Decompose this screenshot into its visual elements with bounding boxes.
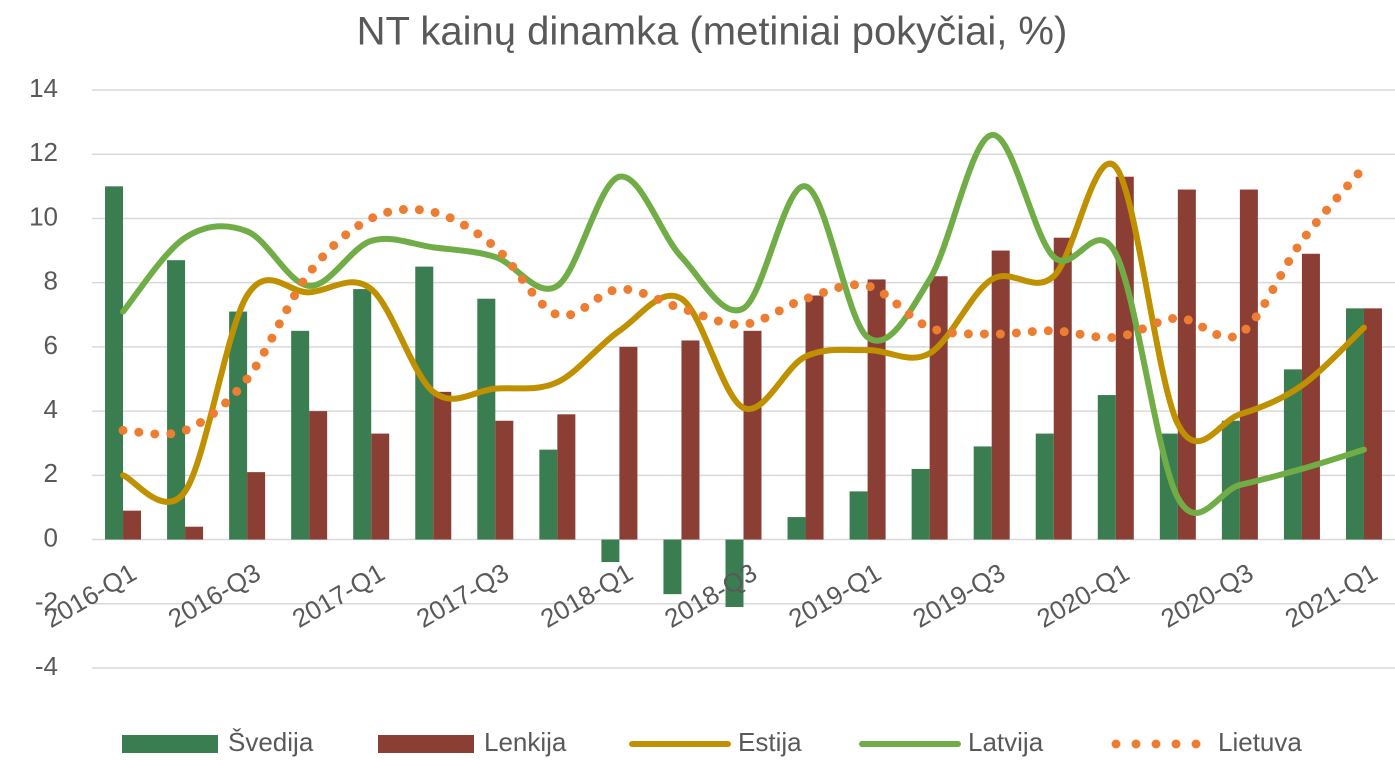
- bar: [1221, 420, 1240, 540]
- x-tick-label: 2020-Q3: [1156, 557, 1259, 634]
- y-tick-label: 8: [44, 266, 58, 296]
- y-tick-label: 6: [44, 330, 58, 360]
- bar: [415, 266, 434, 540]
- bar: [1053, 237, 1072, 540]
- bar: [105, 186, 124, 540]
- x-tick-label: 2020-Q1: [1032, 557, 1135, 634]
- bar: [991, 250, 1010, 540]
- bar: [619, 346, 638, 540]
- bar: [911, 468, 930, 540]
- y-tick-label: 14: [29, 73, 58, 103]
- bar: [1035, 433, 1054, 540]
- y-tick-label: 12: [29, 137, 58, 167]
- x-tick-label: 2017-Q3: [411, 557, 514, 634]
- legend-label: Lenkija: [484, 727, 567, 757]
- bar: [229, 311, 248, 540]
- legend-swatch: [378, 735, 474, 753]
- bar: [557, 414, 576, 540]
- line: [120, 160, 1367, 505]
- x-tick-label: 2019-Q1: [783, 557, 886, 634]
- bar: [973, 446, 992, 540]
- y-tick-label: 2: [44, 458, 58, 488]
- bar: [123, 510, 142, 540]
- bar: [1177, 189, 1196, 540]
- bar: [681, 340, 700, 540]
- bar: [743, 330, 762, 540]
- bar: [539, 449, 558, 540]
- bar: [247, 472, 266, 540]
- bar: [477, 298, 496, 540]
- line: [120, 131, 1367, 516]
- legend-label: Lietuva: [1218, 727, 1302, 757]
- x-tick-label: 2021-Q1: [1280, 557, 1383, 634]
- y-tick-label: 10: [29, 201, 58, 231]
- bar: [725, 539, 744, 607]
- legend-swatch: [122, 735, 218, 753]
- line: [118, 162, 1369, 439]
- legend-label: Estija: [738, 727, 802, 757]
- bar: [371, 433, 390, 540]
- bar: [1097, 395, 1116, 540]
- bar: [867, 279, 886, 540]
- bar: [849, 491, 868, 540]
- bar: [1345, 308, 1364, 540]
- bar: [353, 289, 372, 540]
- y-tick-label: 0: [44, 522, 58, 552]
- bar: [805, 295, 824, 540]
- bar: [787, 517, 806, 540]
- y-tick-label: -4: [35, 651, 58, 681]
- x-tick-label: 2019-Q3: [907, 557, 1010, 634]
- x-tick-label: 2017-Q1: [287, 557, 390, 634]
- bar: [1115, 176, 1134, 540]
- bar: [1363, 308, 1382, 540]
- bar: [929, 276, 948, 540]
- bar: [185, 526, 204, 540]
- x-tick-label: 2018-Q1: [535, 557, 638, 634]
- bar: [291, 330, 310, 540]
- bar: [309, 411, 328, 540]
- bar: [167, 260, 186, 540]
- y-tick-label: 4: [44, 394, 58, 424]
- bar: [433, 391, 452, 540]
- legend-label: Latvija: [968, 727, 1044, 757]
- y-tick-label: -2: [35, 587, 58, 617]
- bar: [663, 539, 682, 595]
- bar: [1239, 189, 1258, 540]
- bar: [1301, 253, 1320, 540]
- chart-title: NT kainų dinamka (metiniai pokyčiai, %): [357, 10, 1068, 54]
- bar: [601, 539, 620, 563]
- legend-label: Švedija: [228, 727, 314, 757]
- x-tick-label: 2016-Q3: [163, 557, 266, 634]
- bar: [1283, 369, 1302, 540]
- bar: [495, 420, 514, 540]
